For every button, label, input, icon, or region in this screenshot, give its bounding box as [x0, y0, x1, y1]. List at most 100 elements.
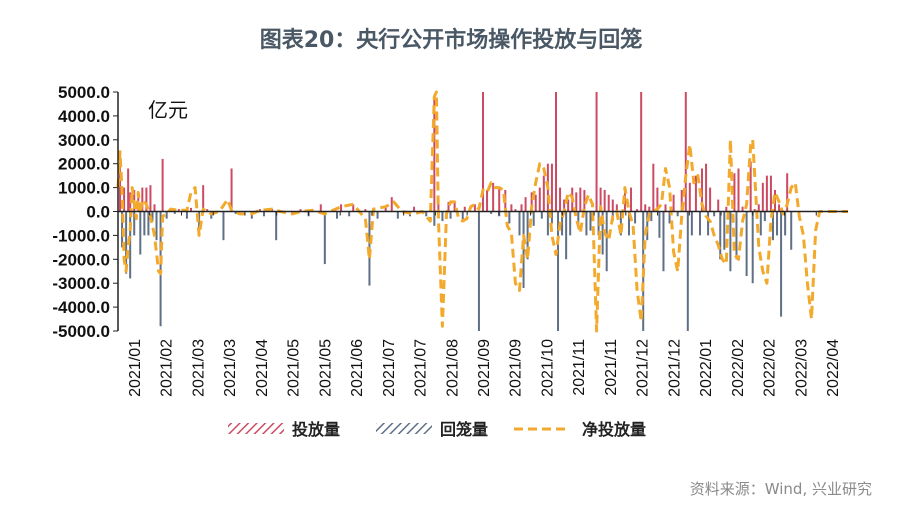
- injection-bar: [161, 158, 164, 212]
- injection-bar: [482, 92, 484, 212]
- withdrawal-bar: [676, 211, 679, 217]
- x-tick-label: 2021/04: [254, 339, 271, 397]
- withdrawal-bar: [650, 211, 653, 222]
- net-injection-series: [116, 90, 848, 333]
- withdrawal-bar: [628, 211, 630, 236]
- withdrawal-bar: [771, 211, 774, 241]
- injection-bar: [206, 209, 209, 212]
- withdrawal-bar: [605, 211, 608, 272]
- x-tick-label: 2021/11: [571, 339, 588, 396]
- withdrawal-bar: [698, 211, 701, 236]
- x-tick-label: 2021/08: [444, 339, 461, 397]
- injection-bar: [583, 189, 586, 212]
- injection-bar: [615, 204, 618, 212]
- injection-bar: [741, 206, 744, 212]
- withdrawal-bar: [139, 211, 142, 255]
- y-tick-label: 1000.0: [58, 179, 110, 198]
- withdrawal-bar: [759, 211, 762, 236]
- y-tick-label: -1000.0: [52, 226, 110, 245]
- injection-bar: [473, 204, 476, 212]
- injection-bar: [664, 204, 667, 212]
- y-tick-label: -5000.0: [52, 322, 110, 341]
- injection-bar: [778, 204, 781, 212]
- injection-bar: [542, 175, 545, 212]
- injection-bar: [538, 187, 541, 212]
- withdrawal-bar: [490, 211, 493, 214]
- withdrawal-bar: [763, 211, 766, 222]
- withdrawal-bar: [668, 211, 671, 224]
- withdrawal-bar: [601, 211, 604, 255]
- x-tick-label: 2021/03: [222, 339, 239, 397]
- injection-bar: [492, 182, 495, 212]
- injection-bar: [364, 209, 367, 212]
- withdrawal-bar: [159, 211, 162, 327]
- withdrawal-bar: [323, 211, 326, 265]
- withdrawal-bar: [263, 211, 265, 217]
- injection-bar: [384, 206, 387, 212]
- x-tick-label: 2021/03: [190, 339, 207, 397]
- injection-bar: [127, 168, 130, 212]
- withdrawal-bar: [155, 211, 158, 241]
- y-tick-label: 3000.0: [58, 131, 110, 150]
- x-tick-label: 2021/12: [666, 339, 683, 397]
- withdrawal-bar: [129, 211, 132, 279]
- withdrawal-bar: [133, 211, 136, 236]
- withdrawal-bar: [198, 211, 201, 236]
- injection-bar: [652, 163, 655, 212]
- withdrawal-bar: [151, 211, 154, 222]
- injection-bar: [141, 187, 144, 212]
- y-tick-label: -2000.0: [52, 250, 110, 269]
- x-tick-label: 2022/03: [793, 339, 810, 397]
- injection-bar: [656, 187, 659, 212]
- x-tick-label: 2021/11: [603, 339, 620, 396]
- injection-bar: [524, 197, 527, 212]
- withdrawal-bar: [658, 211, 661, 238]
- injection-bar: [765, 175, 768, 212]
- injection-bar: [636, 209, 639, 212]
- withdrawal-bar: [662, 211, 665, 272]
- injection-bar: [709, 187, 712, 212]
- injection-bar: [595, 92, 598, 212]
- x-tick-label: 2022/01: [698, 339, 715, 397]
- injection-bar: [390, 197, 393, 212]
- x-tick-label: 2021/05: [317, 339, 334, 397]
- injection-bar: [559, 187, 562, 212]
- injection-bar: [555, 92, 557, 212]
- injection-bar: [149, 185, 152, 212]
- withdrawal-series: [121, 211, 793, 331]
- source-note: 资料来源：Wind, 兴业研究: [689, 480, 872, 498]
- injection-bar: [680, 189, 683, 212]
- legend-label-injection: 投放量: [292, 420, 340, 439]
- injection-bar: [579, 187, 582, 212]
- injection-bar: [701, 168, 703, 212]
- injection-bar: [694, 175, 697, 212]
- y-tick-label: 4000.0: [58, 107, 110, 126]
- withdrawal-bar: [526, 211, 529, 260]
- x-tick-label: 2021/01: [127, 339, 144, 397]
- withdrawal-bar: [565, 211, 568, 260]
- legend-swatch-withdrawal: [376, 423, 432, 434]
- injection-bar: [717, 199, 720, 212]
- withdrawal-bar: [751, 211, 754, 284]
- injection-bar: [749, 161, 752, 212]
- x-tick-label: 2021/09: [476, 339, 493, 397]
- y-tick-label: -4000.0: [52, 298, 110, 317]
- withdrawal-bar: [425, 211, 428, 217]
- withdrawal-bar: [336, 211, 338, 219]
- withdrawal-bar: [589, 211, 592, 231]
- withdrawal-bar: [185, 211, 188, 219]
- injection-bar: [757, 204, 760, 212]
- y-tick-label: -3000.0: [52, 274, 110, 293]
- withdrawal-bar: [707, 211, 710, 236]
- withdrawal-bar: [557, 211, 560, 331]
- injection-bar: [688, 182, 691, 212]
- x-axis: 2021/01 2021/02 2021/03 2021/03 2021/04 2021/…: [117, 211, 842, 397]
- injection-bar: [640, 92, 643, 212]
- injection-bar: [630, 187, 633, 212]
- injection-bar: [119, 151, 122, 212]
- withdrawal-bar: [234, 211, 237, 214]
- withdrawal-bar: [634, 211, 637, 224]
- withdrawal-bar: [550, 211, 553, 224]
